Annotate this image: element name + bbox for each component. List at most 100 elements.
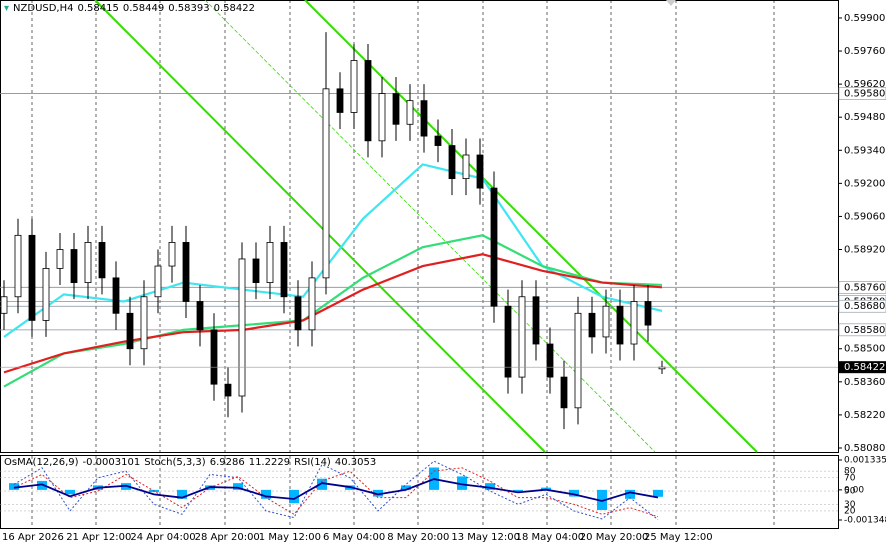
y-tick-label: 0.59900 — [844, 13, 885, 24]
osma-bar — [569, 489, 579, 497]
osma-bar — [401, 485, 411, 490]
candle-body — [322, 88, 330, 279]
x-tick-label: 18 May 04:00 — [516, 532, 585, 543]
osma-title: OsMA(12,26,9) — [4, 457, 79, 468]
stoch-tick-label: 30 — [844, 500, 856, 510]
osma-bar — [513, 489, 523, 493]
candle-body — [280, 242, 288, 298]
y-tick-label: 0.59340 — [844, 145, 885, 156]
candle-body — [196, 301, 204, 331]
candle-body — [42, 268, 50, 321]
stoch-value: 6.9286 — [209, 457, 245, 468]
candle-body — [140, 296, 148, 350]
icon: ▾ — [4, 3, 10, 14]
time-grid — [31, 0, 775, 528]
level-label-box — [838, 323, 886, 337]
candle-body — [434, 135, 442, 146]
stoch-title: Stoch(5,3,3) — [144, 457, 206, 468]
osc-y-tick-label: 0.001335 — [844, 456, 886, 466]
osma-bar — [289, 489, 299, 504]
candle-body — [28, 234, 36, 321]
y-tick-label: 0.58500 — [844, 344, 885, 355]
y-tick-label: 0.59620 — [844, 79, 885, 90]
y-tick-label: 0.58360 — [844, 377, 885, 388]
candle-body — [588, 312, 596, 338]
candle-body — [112, 277, 120, 314]
candle-body — [84, 242, 92, 283]
level-label: 0.58580 — [844, 325, 885, 336]
stoch-signal-line — [13, 467, 659, 518]
level-label-box — [838, 281, 886, 294]
osma-bar — [597, 489, 607, 510]
candle-body — [70, 249, 78, 283]
oscillator-panel-border — [0, 455, 839, 529]
candle-body — [56, 249, 64, 269]
osma-bar — [261, 489, 271, 499]
osma-bar — [373, 489, 383, 497]
y-tick-label: 0.59760 — [844, 46, 885, 57]
candle-body — [14, 234, 22, 298]
osma-value: -0.0003101 — [82, 457, 141, 468]
rsi-line — [13, 478, 659, 502]
candle-body — [560, 376, 568, 409]
candle-body — [392, 93, 400, 125]
candle-body — [518, 296, 526, 378]
level-label: 0.59580 — [844, 89, 885, 100]
x-tick-label: 13 May 12:00 — [451, 532, 520, 543]
x-tick-label: 1 May 12:00 — [259, 532, 321, 543]
trend-lines — [94, 0, 758, 453]
candle-body — [350, 60, 358, 113]
x-tick-label: 20 May 20:00 — [580, 532, 649, 543]
candle-body — [126, 312, 134, 350]
candle-body — [616, 305, 624, 345]
y-tick-label: 0.58220 — [844, 410, 885, 421]
x-tick-label: 25 May 12:00 — [644, 532, 713, 543]
x-tick-label: 21 Apr 12:00 — [66, 532, 131, 543]
candle-body — [224, 383, 232, 397]
candle-body — [378, 93, 386, 142]
osma-bar — [177, 489, 187, 499]
stoch-tick-label: 50 — [844, 487, 856, 497]
stoch-tick-label: 80 — [844, 467, 856, 477]
stoch-tick-label: 20 — [844, 506, 856, 516]
candle-body — [154, 265, 162, 298]
stoch-tick-label: 70 — [844, 473, 856, 483]
osma-bar — [653, 489, 663, 497]
x-tick-label: 6 May 04:00 — [323, 532, 385, 543]
candle-body — [476, 154, 484, 189]
x-tick-label: 28 Apr 20:00 — [195, 532, 260, 543]
candle-body — [266, 242, 274, 283]
main-panel-border — [0, 0, 839, 453]
oscillator-header: OsMA(12,26,9) -0.0003101 Stoch(5,3,3) 6.… — [4, 457, 376, 468]
rsi-value: 40.3053 — [334, 457, 377, 468]
level-label: 0.58760 — [844, 282, 885, 293]
osma-bar — [65, 489, 75, 495]
stoch-signal-value: 11.2229 — [248, 457, 291, 468]
level-label-box — [838, 87, 886, 100]
candle-body — [0, 296, 8, 314]
symbol: NZDUSD,H4 — [13, 3, 74, 14]
last-price-label: 0.58422 — [844, 362, 885, 373]
candle-body — [490, 187, 498, 307]
osma-bar — [485, 483, 495, 490]
candle-body — [168, 242, 176, 267]
bar-high: 0.58449 — [122, 3, 165, 14]
candle-body — [448, 145, 456, 180]
candle-body — [630, 301, 638, 345]
bar-low: 0.58393 — [168, 3, 210, 14]
osma-bar — [541, 487, 551, 490]
osma-bar — [37, 480, 47, 490]
candle-body — [504, 305, 512, 378]
osc-y-tick-label: -0.001348 — [844, 515, 886, 525]
osma-bar — [457, 476, 467, 490]
candle-body — [98, 242, 106, 279]
last-price-box — [839, 361, 886, 374]
candle-body — [364, 60, 372, 142]
moving-average — [3, 253, 663, 374]
x-tick-label: 8 May 20:00 — [387, 532, 449, 543]
y-tick-label: 0.58920 — [844, 245, 885, 256]
osc-y-tick-label: 0.00 — [844, 485, 864, 495]
candle-body — [644, 301, 652, 326]
